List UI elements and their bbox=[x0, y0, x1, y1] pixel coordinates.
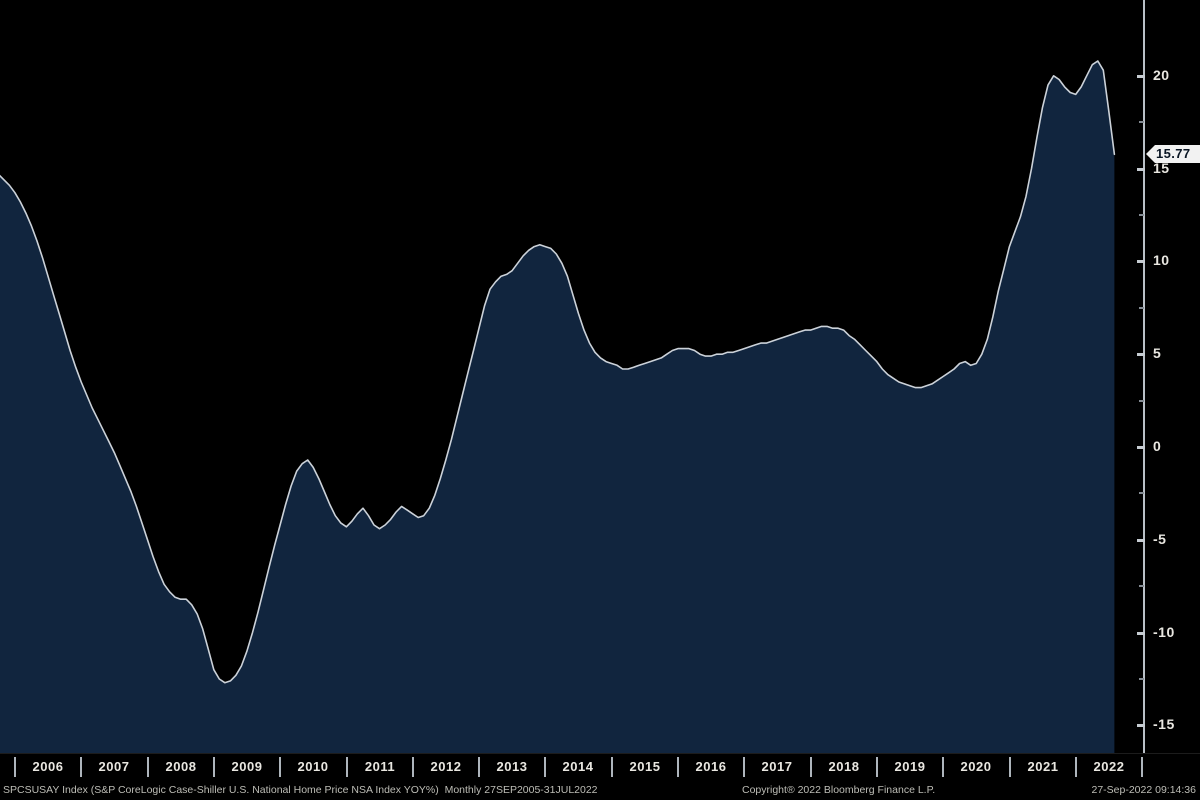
x-axis-year-tick bbox=[279, 757, 281, 777]
last-value-callout: 15.77 bbox=[1146, 145, 1200, 163]
y-axis-major-tick bbox=[1137, 724, 1145, 727]
y-axis: 20 15 10 5 0 -5 -10 -15 bbox=[1137, 0, 1200, 753]
x-axis-year-label: 2018 bbox=[828, 759, 860, 774]
x-axis-year-tick bbox=[677, 757, 679, 777]
x-axis-year-tick bbox=[1141, 757, 1143, 777]
x-axis-year-label: 2014 bbox=[562, 759, 594, 774]
y-axis-minor-tick bbox=[1139, 585, 1144, 587]
timestamp: 27-Sep-2022 09:14:36 bbox=[1091, 784, 1196, 796]
y-axis-label: -5 bbox=[1153, 531, 1167, 547]
y-axis-major-tick bbox=[1137, 632, 1145, 635]
x-axis-year-label: 2011 bbox=[364, 759, 396, 774]
x-axis-year-label: 2022 bbox=[1093, 759, 1125, 774]
last-value-label: 15.77 bbox=[1155, 145, 1200, 163]
x-axis-year-tick bbox=[213, 757, 215, 777]
callout-arrow-icon bbox=[1146, 145, 1155, 163]
footer-status-bar: SPCSUSAY Index (S&P CoreLogic Case-Shill… bbox=[0, 782, 1200, 800]
y-axis-label: 0 bbox=[1153, 438, 1162, 454]
y-axis-label: -15 bbox=[1153, 716, 1175, 732]
x-axis-year-label: 2021 bbox=[1027, 759, 1059, 774]
x-axis-year-tick bbox=[1075, 757, 1077, 777]
x-axis-year-label: 2008 bbox=[165, 759, 197, 774]
x-axis-year-label: 2013 bbox=[496, 759, 528, 774]
x-axis-year-label: 2017 bbox=[761, 759, 793, 774]
x-axis-year-tick bbox=[80, 757, 82, 777]
y-axis-label: 10 bbox=[1153, 252, 1170, 268]
y-axis-major-tick bbox=[1137, 75, 1145, 78]
x-axis-year-label: 2016 bbox=[695, 759, 727, 774]
x-axis-year-tick bbox=[147, 757, 149, 777]
x-axis-year-tick bbox=[346, 757, 348, 777]
copyright-text: Copyright® 2022 Bloomberg Finance L.P. bbox=[742, 784, 936, 796]
price-line bbox=[0, 60, 1116, 684]
x-axis-year-tick bbox=[876, 757, 878, 777]
x-axis-year-label: 2006 bbox=[32, 759, 64, 774]
security-description: SPCSUSAY Index (S&P CoreLogic Case-Shill… bbox=[3, 784, 598, 796]
y-axis-minor-tick bbox=[1139, 400, 1144, 402]
x-axis-year-tick bbox=[743, 757, 745, 777]
x-axis-year-label: 2012 bbox=[430, 759, 462, 774]
y-axis-major-tick bbox=[1137, 539, 1145, 542]
area-series-fill bbox=[0, 61, 1115, 753]
x-axis-year-tick bbox=[942, 757, 944, 777]
x-axis-year-label: 2020 bbox=[960, 759, 992, 774]
y-axis-minor-tick bbox=[1139, 678, 1144, 680]
x-axis-year-label: 2009 bbox=[231, 759, 263, 774]
area-chart-svg bbox=[0, 60, 1116, 753]
y-axis-label: 15 bbox=[1153, 160, 1170, 176]
y-axis-minor-tick bbox=[1139, 492, 1144, 494]
x-axis-year-tick bbox=[810, 757, 812, 777]
x-axis-year-band: 2006 2007 2008 2009 2010 2011 2012 2013 2014 2015… bbox=[0, 753, 1200, 783]
y-axis-label: -10 bbox=[1153, 624, 1175, 640]
y-axis-major-tick bbox=[1137, 168, 1145, 171]
y-axis-major-tick bbox=[1137, 353, 1145, 356]
x-axis-year-tick bbox=[611, 757, 613, 777]
x-axis-year-tick bbox=[478, 757, 480, 777]
x-axis-year-tick bbox=[14, 757, 16, 777]
price-chart-plot[interactable] bbox=[0, 0, 1143, 753]
y-axis-major-tick bbox=[1137, 446, 1145, 449]
x-axis-year-label: 2007 bbox=[98, 759, 130, 774]
x-axis-year-tick bbox=[1009, 757, 1011, 777]
y-axis-minor-tick bbox=[1139, 214, 1144, 216]
y-axis-minor-tick bbox=[1139, 307, 1144, 309]
y-axis-label: 5 bbox=[1153, 345, 1162, 361]
y-axis-minor-tick bbox=[1139, 121, 1144, 123]
x-axis-year-label: 2015 bbox=[629, 759, 661, 774]
y-axis-line bbox=[1143, 0, 1145, 753]
y-axis-label: 20 bbox=[1153, 67, 1170, 83]
x-axis-year-label: 2019 bbox=[894, 759, 926, 774]
x-axis-year-tick bbox=[544, 757, 546, 777]
y-axis-major-tick bbox=[1137, 260, 1145, 263]
x-axis-year-label: 2010 bbox=[297, 759, 329, 774]
x-axis-year-tick bbox=[412, 757, 414, 777]
